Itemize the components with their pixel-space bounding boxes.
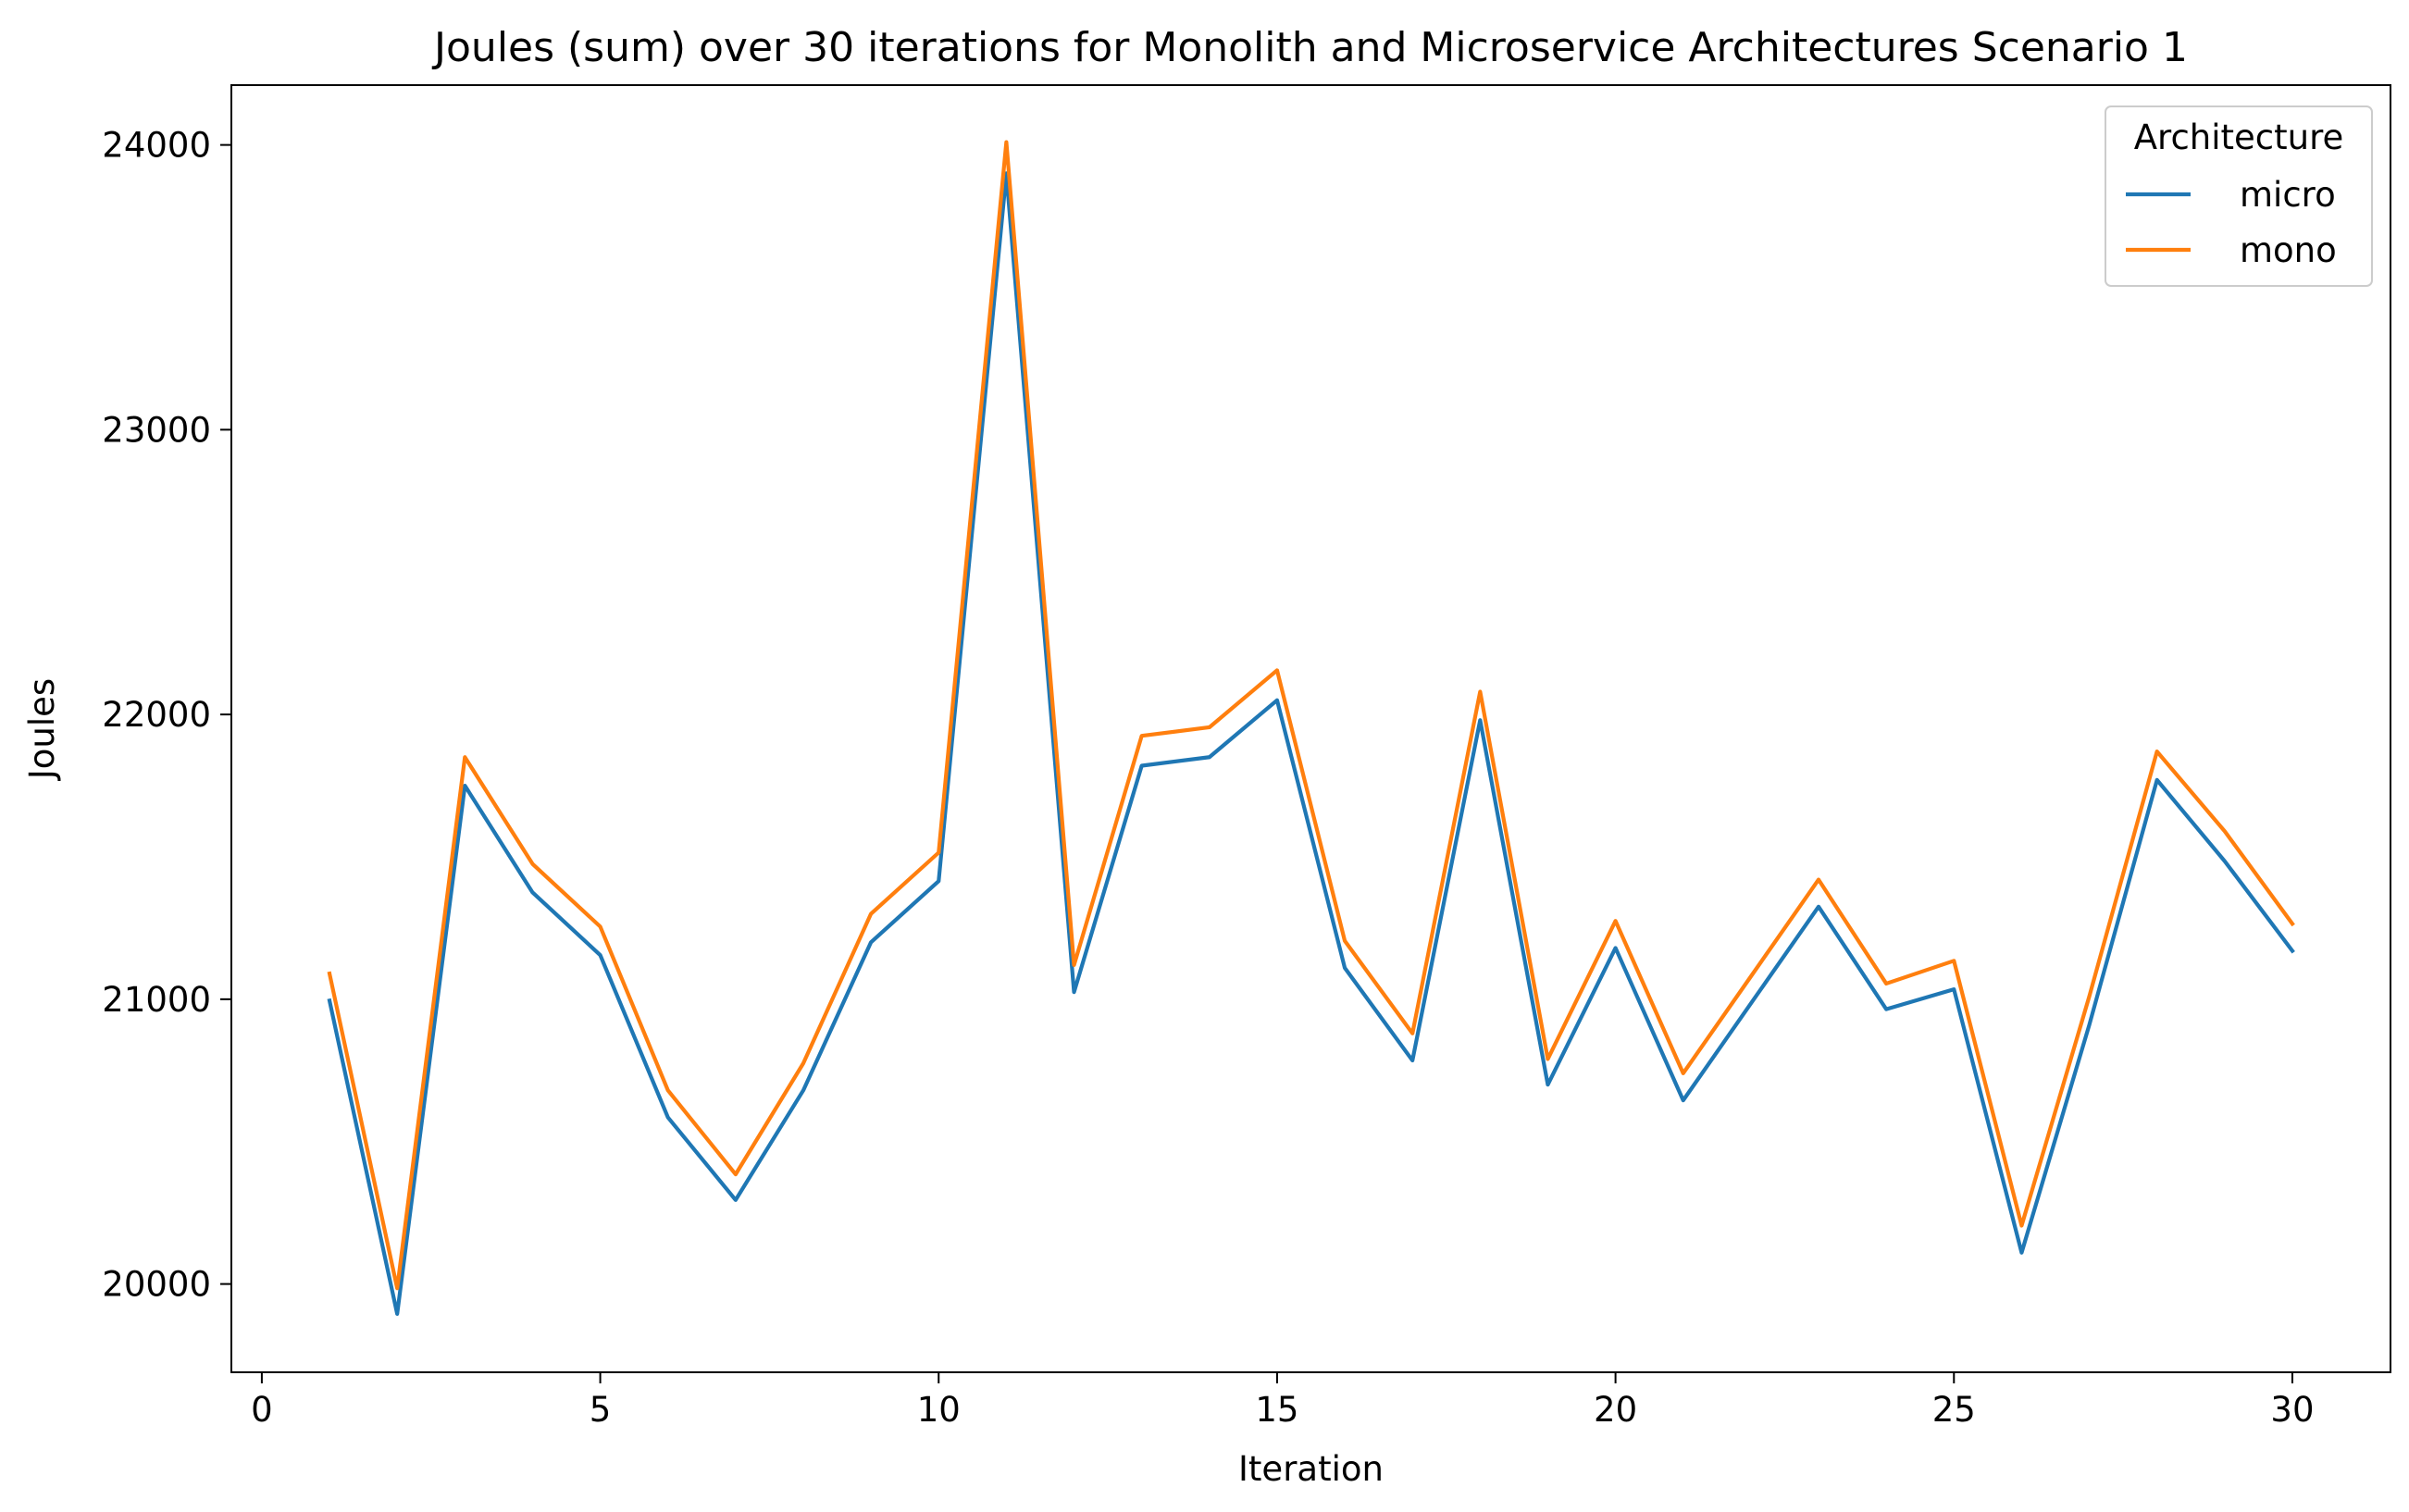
data-point-mono	[1139, 733, 1145, 738]
data-point-mono	[1613, 918, 1619, 923]
data-point-mono	[2222, 828, 2228, 834]
data-point-micro	[2018, 1250, 2024, 1256]
legend-box	[2105, 105, 2373, 287]
y-tick-label: 24000	[102, 126, 211, 166]
data-point-mono	[801, 1060, 806, 1066]
data-point-micro	[394, 1311, 400, 1317]
data-point-mono	[394, 1285, 400, 1291]
data-point-mono	[1003, 140, 1009, 145]
data-point-micro	[1477, 717, 1483, 723]
data-point-mono	[1342, 938, 1347, 944]
data-point-micro	[1409, 1058, 1415, 1063]
data-point-mono	[1748, 973, 1754, 979]
data-point-mono	[1883, 981, 1889, 986]
data-point-mono	[1409, 1031, 1415, 1036]
x-tick-label: 0	[251, 1390, 273, 1430]
y-tick-label: 22000	[102, 695, 211, 735]
data-point-micro	[1274, 698, 1280, 703]
data-point-micro	[1613, 945, 1619, 950]
legend-title: Architecture	[2134, 118, 2344, 157]
series-line-mono	[327, 140, 2295, 1291]
data-point-mono	[1545, 1056, 1550, 1061]
y-tick-label: 21000	[102, 980, 211, 1020]
data-point-micro	[1342, 965, 1347, 971]
data-point-mono	[1072, 962, 1077, 968]
data-point-micro	[733, 1197, 739, 1203]
data-point-micro	[1681, 1097, 1686, 1103]
x-tick-label: 25	[1932, 1390, 1976, 1430]
data-point-mono	[327, 971, 332, 976]
data-point-mono	[529, 861, 535, 867]
data-point-mono	[868, 911, 874, 917]
data-point-mono	[1274, 667, 1280, 673]
data-point-mono	[665, 1087, 671, 1093]
data-point-mono	[1207, 725, 1212, 730]
data-point-micro	[2290, 948, 2295, 954]
series-line-micro	[327, 171, 2295, 1317]
y-tick-label: 23000	[102, 410, 211, 450]
data-point-micro	[2087, 1022, 2092, 1028]
data-point-micro	[1951, 986, 1956, 992]
series-layer	[327, 140, 2295, 1317]
x-tick-label: 30	[2270, 1390, 2314, 1430]
data-point-micro	[2154, 777, 2160, 783]
data-point-micro	[1816, 904, 1821, 910]
data-point-mono	[1681, 1071, 1686, 1076]
data-point-micro	[2222, 859, 2228, 864]
data-point-mono	[733, 1171, 739, 1177]
x-tick-label: 10	[917, 1390, 961, 1430]
legend-label-mono: mono	[2240, 230, 2337, 270]
data-point-micro	[936, 878, 941, 884]
data-point-micro	[868, 939, 874, 945]
data-point-mono	[2087, 994, 2092, 999]
x-tick-label: 5	[590, 1390, 612, 1430]
chart-title: Joules (sum) over 30 iterations for Mono…	[431, 24, 2188, 71]
data-point-mono	[2018, 1223, 2024, 1229]
y-axis-title: Joules	[22, 678, 62, 781]
x-axis-title: Iteration	[1238, 1449, 1384, 1489]
data-point-micro	[598, 952, 603, 958]
data-point-mono	[1477, 688, 1483, 694]
data-point-micro	[1545, 1082, 1550, 1087]
data-point-micro	[529, 889, 535, 895]
data-point-mono	[598, 923, 603, 929]
x-axis: 0 5 10 15 20 25 30	[251, 1372, 2315, 1430]
data-point-micro	[1748, 1000, 1754, 1006]
data-point-mono	[1951, 958, 1956, 963]
plot-area-frame	[230, 84, 2391, 1373]
data-point-mono	[462, 754, 467, 760]
data-point-mono	[2290, 921, 2295, 926]
data-point-micro	[1883, 1007, 1889, 1012]
data-point-micro	[327, 998, 332, 1003]
data-point-mono	[1816, 877, 1821, 883]
x-tick-label: 20	[1594, 1390, 1637, 1430]
data-point-mono	[2154, 749, 2160, 754]
y-axis: 20000 21000 22000 23000 24000	[102, 126, 231, 1305]
legend-label-micro: micro	[2240, 175, 2336, 215]
data-point-micro	[1139, 763, 1145, 769]
data-point-micro	[801, 1087, 806, 1093]
data-point-micro	[665, 1115, 671, 1121]
data-point-micro	[1207, 754, 1212, 760]
y-tick-label: 20000	[102, 1265, 211, 1305]
legend-entries: micro mono	[2126, 175, 2337, 270]
legend: Architecture micro mono	[2105, 105, 2373, 287]
x-tick-label: 15	[1255, 1390, 1298, 1430]
data-point-micro	[1072, 989, 1077, 995]
data-point-mono	[936, 849, 941, 855]
